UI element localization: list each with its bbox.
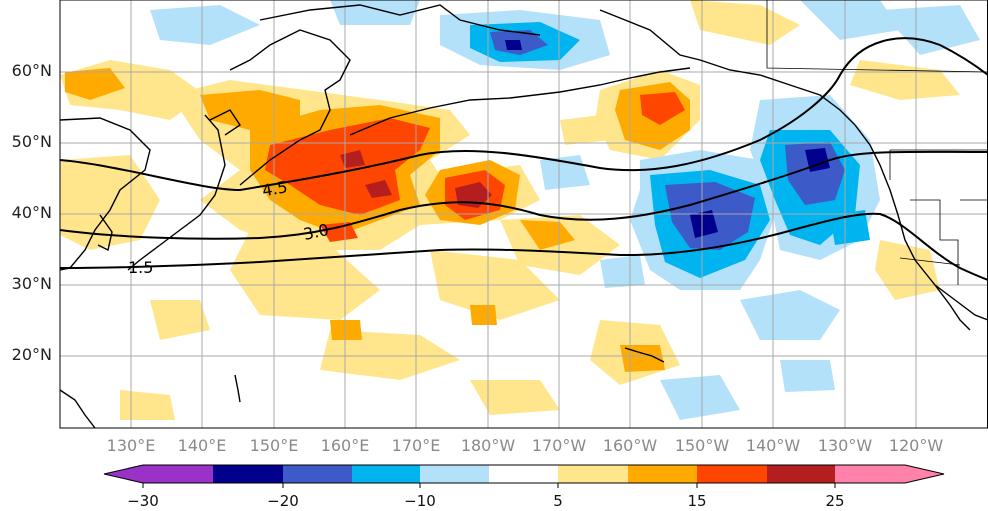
- colorbar-extend-low: [104, 465, 143, 483]
- lon-label-170w: 170°W: [531, 436, 587, 455]
- borders: [766, 0, 988, 285]
- lat-label-40n: 40°N: [11, 203, 52, 222]
- colorbar-segment-4: [420, 465, 489, 483]
- contour-label-3-0: 3.0: [302, 220, 331, 244]
- hawaii: [624, 347, 665, 363]
- lon-label-140e: 140°E: [177, 436, 227, 455]
- alaska-coast: [599, 9, 856, 126]
- contour-label-1-5: 1.5: [128, 258, 153, 277]
- colorbar-tick-minus-20: −20: [267, 492, 299, 510]
- north-america-coast: [854, 124, 988, 321]
- plot-area: 4.5 3.0 1.5: [59, 0, 988, 429]
- lat-label-50n: 50°N: [11, 132, 52, 151]
- asia-coastline: [59, 117, 151, 271]
- colorbar-tick-minus-30: −30: [127, 492, 159, 510]
- contour-4-5: [59, 37, 988, 192]
- colorbar-tick-5: 5: [553, 492, 563, 510]
- lat-label-20n: 20°N: [11, 345, 52, 364]
- kamchatka: [229, 29, 351, 186]
- hokkaido: [209, 109, 241, 136]
- lon-label-120w: 120°W: [888, 436, 944, 455]
- lon-label-180w: 180°W: [460, 436, 516, 455]
- coastlines: [59, 4, 988, 429]
- lat-label-60n: 60°N: [11, 61, 52, 80]
- mariana-dots: [234, 374, 241, 403]
- contour-3-0: [59, 150, 988, 240]
- colorbar-segment-10: [835, 465, 905, 483]
- lon-label-130e: 130°E: [106, 436, 156, 455]
- japan-islands: [127, 114, 226, 271]
- colorbar-segment-8: [697, 465, 767, 483]
- gridlines: [60, 0, 988, 428]
- contour-lines: [59, 37, 988, 281]
- aleutians: [349, 67, 691, 136]
- lon-label-130w: 130°W: [817, 436, 873, 455]
- lon-label-170e: 170°E: [391, 436, 441, 455]
- lon-label-160w: 160°W: [602, 436, 658, 455]
- colorbar-tick-15: 15: [687, 492, 707, 510]
- contour-1-5: [59, 212, 988, 281]
- philippines: [59, 389, 96, 429]
- lon-label-140w: 140°W: [745, 436, 801, 455]
- colorbar-segment-6: [558, 465, 628, 483]
- lon-label-160e: 160°E: [320, 436, 370, 455]
- korea-coast: [97, 214, 113, 252]
- colorbar-segment-1: [213, 465, 283, 483]
- lon-label-150e: 150°E: [249, 436, 299, 455]
- baja: [934, 284, 971, 331]
- colorbar-tick-25: 25: [825, 492, 845, 510]
- lon-label-150w: 150°W: [674, 436, 730, 455]
- colorbar-extend-high: [905, 465, 944, 483]
- colorbar-segment-5: [489, 465, 558, 483]
- colorbar-segment-7: [628, 465, 697, 483]
- colorbar-segment-2: [283, 465, 352, 483]
- colorbar: [103, 464, 945, 488]
- siberia-north: [259, 4, 541, 36]
- colorbar-segment-0: [143, 465, 213, 483]
- lat-label-30n: 30°N: [11, 274, 52, 293]
- colorbar-segment-3: [352, 465, 420, 483]
- colorbar-segment-9: [767, 465, 835, 483]
- contour-label-group: 4.5 3.0 1.5: [128, 177, 331, 277]
- colorbar-tick-minus-10: −10: [404, 492, 436, 510]
- contour-label-4-5: 4.5: [261, 177, 289, 200]
